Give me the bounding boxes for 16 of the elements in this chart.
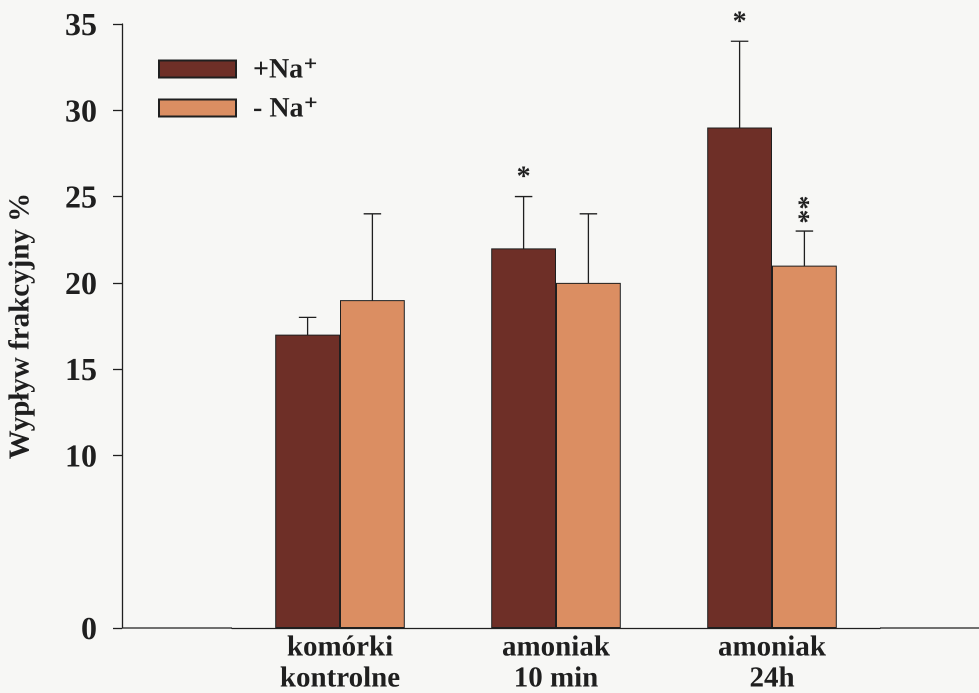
x-tick-label: amoniak 24h (718, 630, 827, 693)
y-tick-label: 25 (65, 178, 97, 215)
legend-label: +Na⁺ (253, 54, 318, 84)
x-tick-label: komórki kontrolne (280, 630, 400, 693)
y-tick-label: 30 (65, 92, 97, 128)
annotation: * (732, 6, 747, 37)
y-axis-title: Wypływ frakcyjny % (4, 192, 36, 460)
y-tick-label: 10 (65, 437, 97, 474)
y-tick-label: 0 (81, 610, 97, 646)
x-tick-label: amoniak 10 min (502, 630, 611, 693)
y-tick-label: 15 (65, 351, 97, 388)
legend-label: - Na⁺ (253, 92, 318, 124)
y-tick-label: 20 (65, 264, 97, 301)
y-tick-label: 35 (65, 6, 97, 42)
annotation: * (516, 161, 531, 192)
annotation: ** (792, 196, 824, 224)
